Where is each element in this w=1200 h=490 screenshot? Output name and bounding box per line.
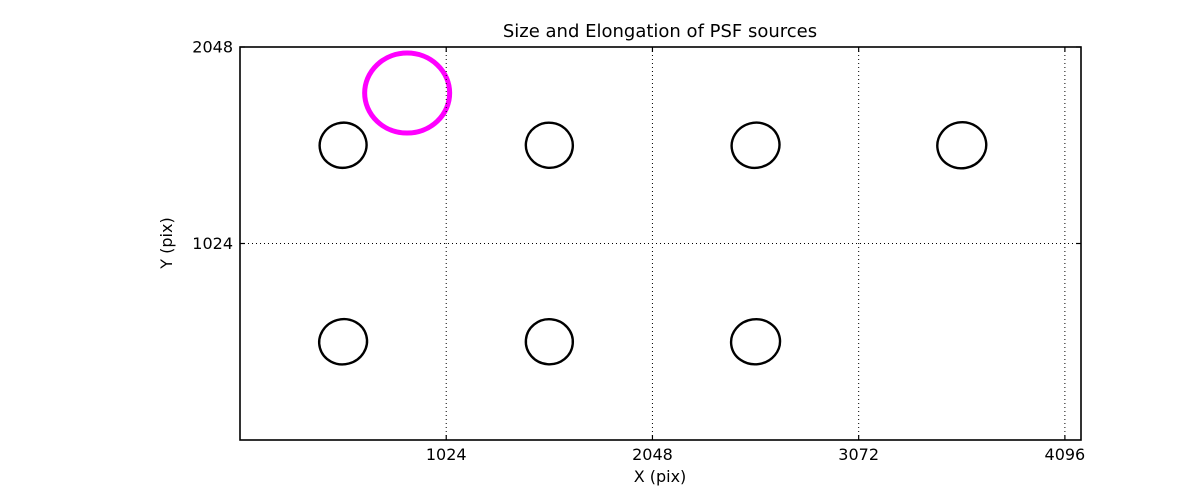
psf-ellipses-layer: [318, 50, 988, 366]
y-axis-label: Y (pix): [157, 217, 176, 269]
x-tick-label: 2048: [632, 445, 673, 464]
plot-title: Size and Elongation of PSF sources: [503, 21, 817, 42]
x-tick-label: 1024: [426, 445, 467, 464]
plot-frame: [239, 46, 1082, 441]
y-tick-label: 2048: [192, 38, 233, 57]
x-tick-label: 4096: [1045, 445, 1086, 464]
psf-ellipse: [318, 121, 368, 170]
x-tick-label: 3072: [838, 445, 879, 464]
y-tick-label: 1024: [192, 234, 233, 253]
x-axis-label: X (pix): [634, 467, 687, 486]
tick-labels-layer: 1024 2048 3072 4096 1024 2048: [192, 38, 1085, 465]
psf-ellipse: [318, 317, 369, 366]
psf-ellipse: [936, 121, 988, 170]
psf-ellipse: [730, 121, 781, 170]
psf-ellipse: [524, 318, 575, 366]
psf-ellipse: [729, 318, 782, 366]
highlight-ellipse: [362, 50, 453, 136]
psf-ellipse: [524, 121, 575, 169]
